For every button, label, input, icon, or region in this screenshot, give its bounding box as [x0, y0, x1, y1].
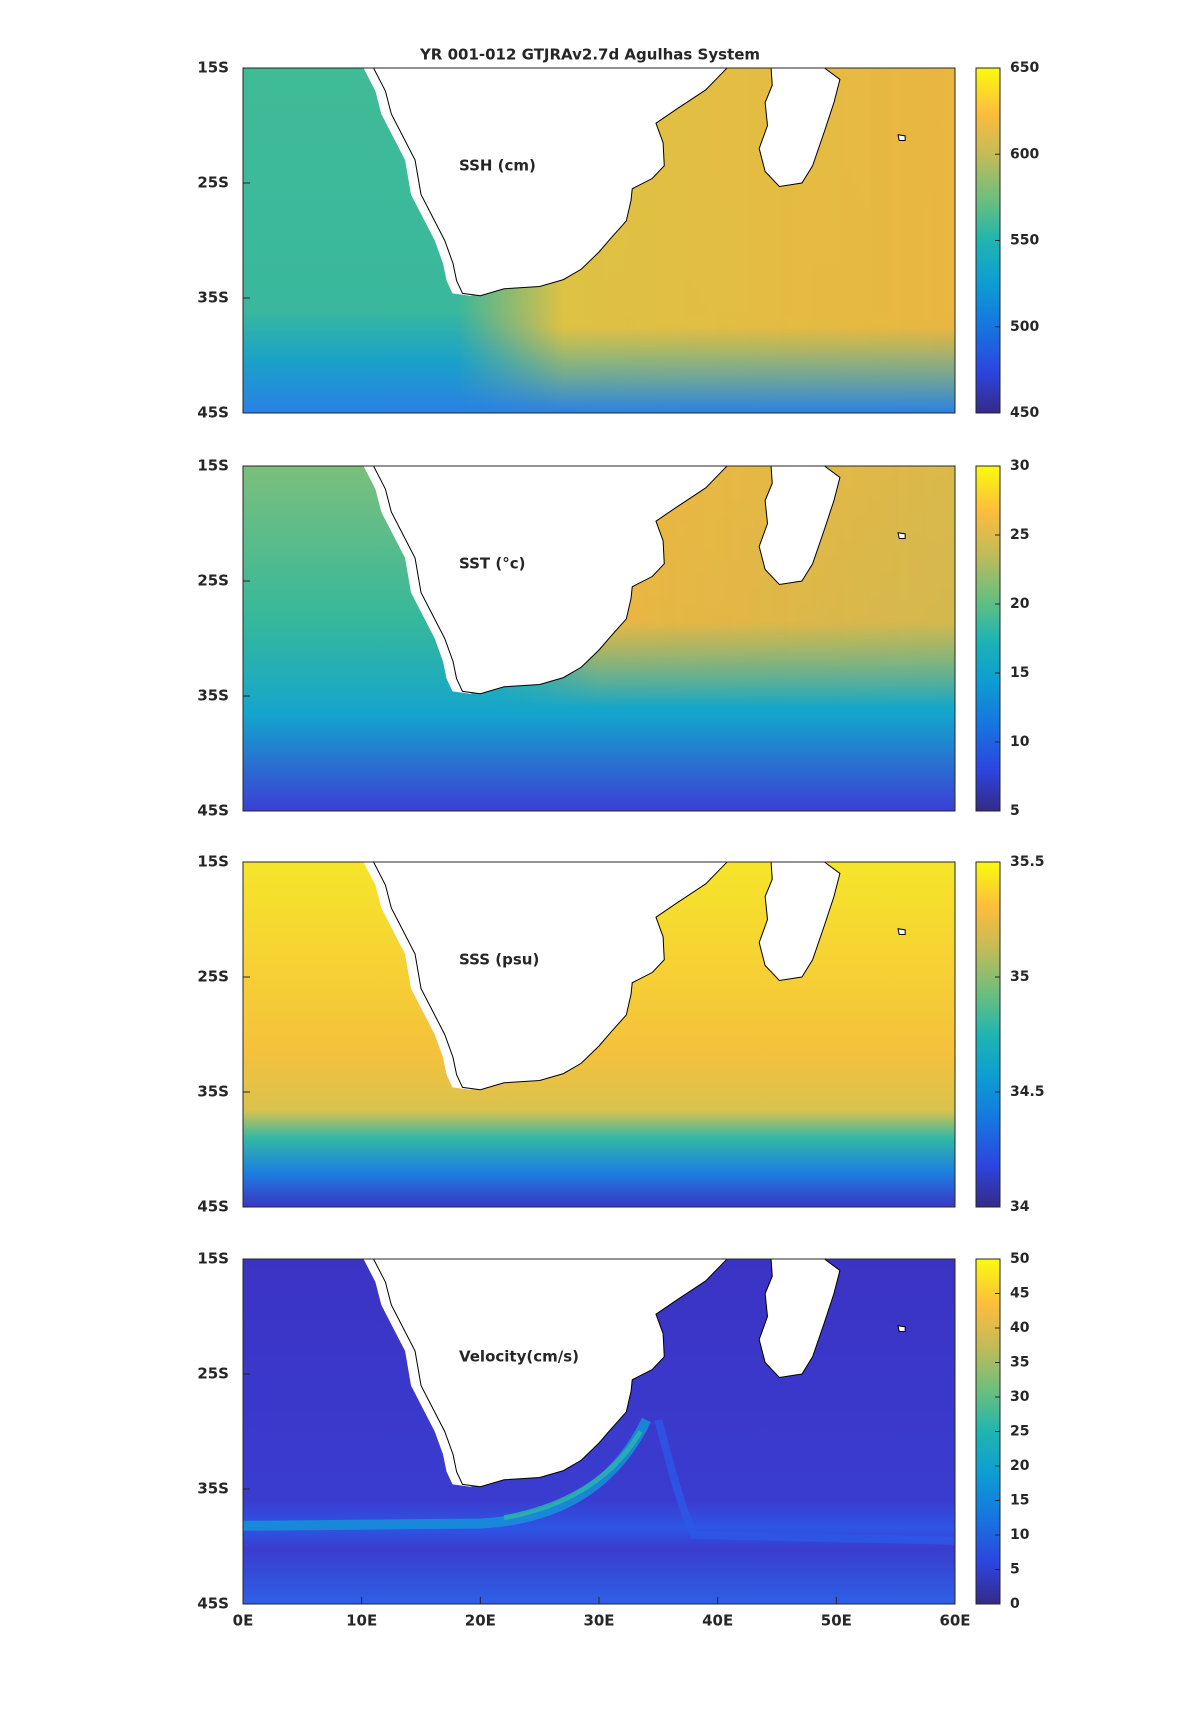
y-tick-label: 45S [197, 1595, 229, 1613]
colorbar-tick-label: 25 [1010, 527, 1029, 543]
colorbar-tick-label: 500 [1010, 319, 1039, 335]
x-tick-label: 0E [233, 1612, 254, 1630]
map-panel: 15S 25S 35S 45S SSH (cm) 450 500 550 600 650 [197, 59, 1039, 422]
panel-label: SSS (psu) [459, 950, 539, 968]
x-tick-label: 40E [702, 1612, 733, 1630]
island [897, 1325, 906, 1332]
y-tick-label: 45S [197, 802, 229, 820]
colorbar-tick-label: 25 [1010, 1424, 1029, 1440]
panel-label: Velocity(cm/s) [459, 1347, 579, 1365]
colorbar-tick-label: 34.5 [1010, 1084, 1045, 1100]
colorbar-tick-label: 600 [1010, 146, 1039, 162]
y-tick-label: 45S [197, 1198, 229, 1216]
colorbar-tick-label: 550 [1010, 233, 1039, 249]
y-tick-label: 25S [197, 572, 229, 590]
colorbar-tick-label: 0 [1010, 1596, 1020, 1612]
island [897, 532, 906, 539]
island [897, 134, 906, 141]
x-tick-label: 20E [465, 1612, 496, 1630]
colorbar-tick-label: 450 [1010, 405, 1039, 421]
current-core [503, 1430, 643, 1521]
y-tick-label: 25S [197, 968, 229, 986]
x-tick-label: 10E [346, 1612, 377, 1630]
y-tick-label: 35S [197, 1083, 229, 1101]
y-tick-label: 35S [197, 687, 229, 705]
y-tick-label: 15S [197, 1250, 229, 1268]
panel-label: SSH (cm) [459, 156, 536, 174]
colorbar [975, 861, 1001, 1208]
axes-box [242, 861, 956, 1208]
colorbar-tick-label: 5 [1010, 1562, 1020, 1578]
panel-label: SST (°c) [459, 554, 526, 572]
retroflection [654, 1419, 956, 1545]
colorbar-tick-label: 15 [1010, 1493, 1029, 1509]
colorbar-tick-label: 35 [1010, 969, 1029, 985]
madagascar [758, 465, 841, 585]
colorbar-tick-label: 10 [1010, 734, 1030, 750]
y-tick-label: 15S [197, 59, 229, 77]
y-tick-label: 35S [197, 289, 229, 307]
colorbar [975, 465, 1001, 812]
coastline [373, 67, 728, 297]
x-tick-label: 60E [939, 1612, 970, 1630]
colorbar-tick-label: 15 [1010, 665, 1029, 681]
x-tick-label: 30E [583, 1612, 614, 1630]
y-tick-label: 25S [197, 1365, 229, 1383]
y-tick-label: 25S [197, 174, 229, 192]
coastline [373, 1258, 728, 1488]
coastline [373, 861, 728, 1091]
map-panel: 15S 25S 35S 45S SSS (psu) 34 34.5 35 35.5 [197, 853, 1044, 1216]
island [897, 928, 906, 935]
colorbar-tick-label: 20 [1010, 1458, 1030, 1474]
y-tick-label: 35S [197, 1480, 229, 1498]
axes-box [242, 465, 956, 812]
figure-title: YR 001-012 GTJRAv2.7d Agulhas System [419, 46, 760, 64]
colorbar-tick-label: 30 [1010, 1389, 1030, 1405]
colorbar-tick-label: 35.5 [1010, 854, 1045, 870]
colorbar-tick-label: 50 [1010, 1251, 1030, 1267]
coastline [373, 465, 728, 695]
map-panel: 15S 25S 35S 45S SST (°c) 5 10 15 20 25 30 [197, 457, 1029, 820]
madagascar [758, 67, 841, 187]
colorbar-tick-label: 10 [1010, 1527, 1030, 1543]
colorbar-tick-label: 20 [1010, 596, 1030, 612]
colorbar-tick-label: 650 [1010, 60, 1039, 76]
madagascar [758, 861, 841, 981]
colorbar-tick-label: 35 [1010, 1355, 1029, 1371]
colorbar-tick-label: 40 [1010, 1320, 1030, 1336]
madagascar [758, 1258, 841, 1378]
colorbar-tick-label: 45 [1010, 1286, 1029, 1302]
colorbar-tick-label: 5 [1010, 803, 1020, 819]
x-tick-label: 50E [821, 1612, 852, 1630]
y-tick-label: 15S [197, 457, 229, 475]
y-tick-label: 15S [197, 853, 229, 871]
colorbar-tick-label: 30 [1010, 458, 1030, 474]
colorbar-tick-label: 34 [1010, 1199, 1030, 1215]
y-tick-label: 45S [197, 404, 229, 422]
axes-box [242, 67, 956, 414]
